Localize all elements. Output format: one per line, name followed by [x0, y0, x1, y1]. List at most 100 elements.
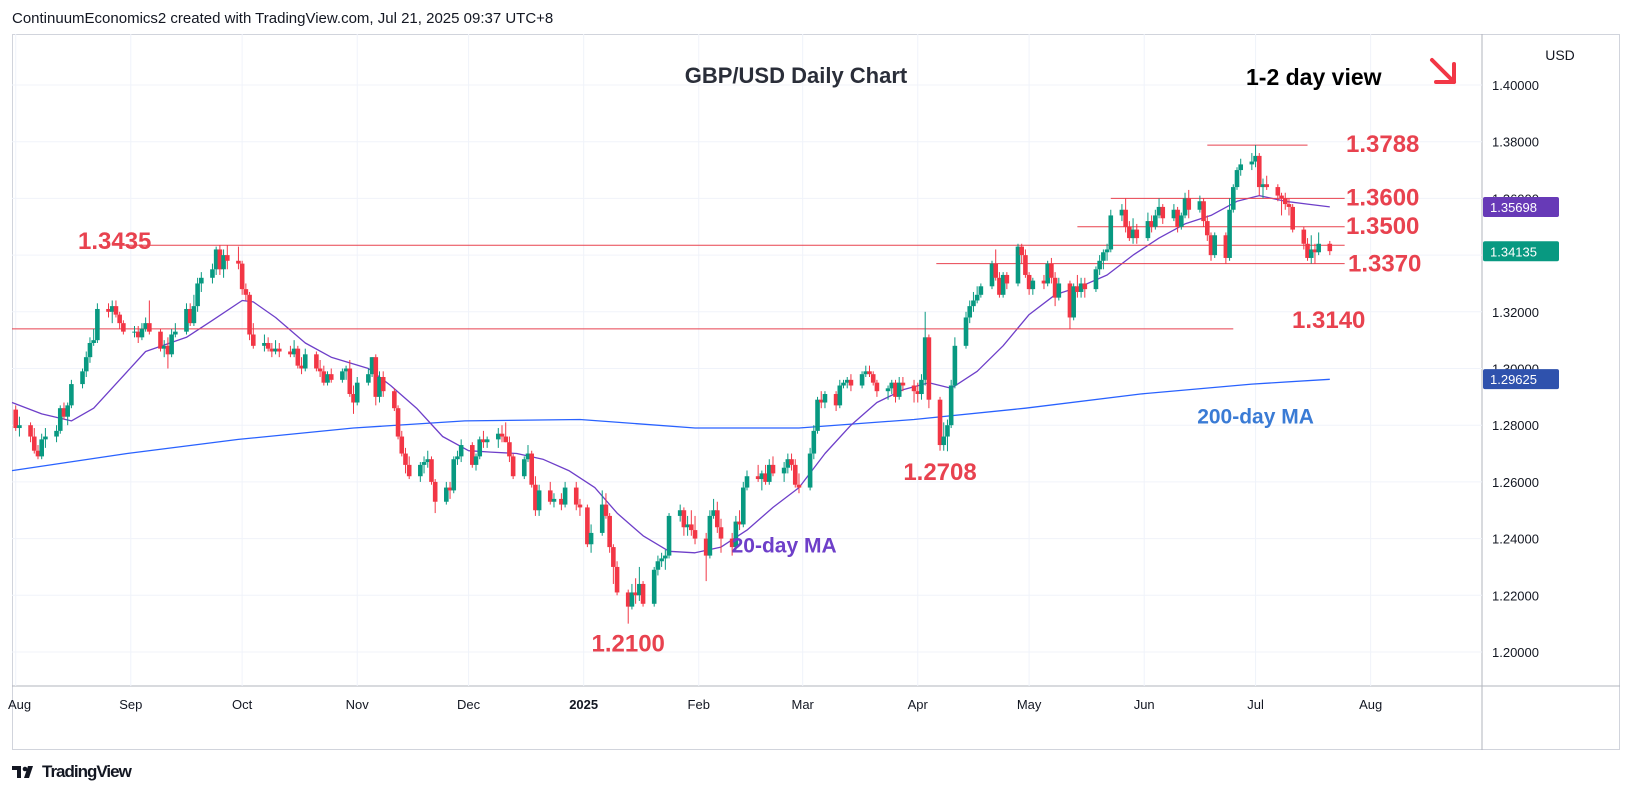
candle-body: [781, 467, 787, 474]
candle-body: [529, 453, 534, 485]
ma20-line: [11, 194, 1330, 554]
candle: [269, 342, 275, 358]
candle-body: [818, 399, 824, 403]
candle-body: [455, 456, 460, 460]
candle-body: [276, 348, 282, 352]
candles: [13, 145, 1333, 624]
candle-body: [547, 490, 553, 502]
time-tick-label: Jul: [1247, 697, 1264, 712]
candle: [844, 377, 850, 389]
candle: [510, 453, 516, 480]
candle: [1108, 209, 1114, 253]
candle: [1119, 204, 1125, 222]
candle: [614, 561, 620, 596]
candle-body: [633, 592, 638, 596]
candle-body: [35, 450, 41, 457]
candle-body: [1134, 229, 1140, 239]
chart-subtitle: 1-2 day view: [1246, 64, 1382, 90]
candle-body: [707, 515, 713, 556]
candle: [299, 357, 304, 375]
candle-body: [1253, 155, 1258, 162]
candle-body: [792, 464, 798, 485]
candle: [499, 425, 505, 443]
candle-body: [1004, 274, 1010, 284]
candle: [429, 456, 434, 485]
candle-body: [481, 439, 486, 443]
candle: [885, 385, 891, 400]
candle: [432, 479, 438, 514]
candle: [900, 377, 906, 392]
candle: [1123, 198, 1128, 233]
candle: [221, 249, 226, 278]
candle-body: [247, 294, 252, 335]
candle-body: [837, 385, 843, 406]
candle-body: [1205, 221, 1210, 236]
candle-body: [1208, 235, 1214, 256]
candle: [1045, 260, 1050, 287]
candle-body: [380, 377, 386, 392]
candle-body: [893, 382, 898, 397]
price-tick-label: 1.22000: [1492, 588, 1539, 603]
candle-body: [841, 382, 846, 386]
candle-body: [796, 484, 802, 488]
candle: [952, 337, 958, 389]
candle-body: [447, 487, 453, 491]
candle: [158, 328, 163, 352]
candle-body: [759, 473, 765, 480]
candle-body: [577, 504, 583, 508]
candle-body: [451, 459, 457, 491]
candle-body: [87, 342, 93, 358]
candle-body: [848, 379, 854, 386]
tradingview-brand[interactable]: TradingView: [42, 762, 132, 781]
time-tick-label: Aug: [1359, 697, 1382, 712]
candle: [536, 484, 542, 516]
time-axis[interactable]: Aug Sep Oct Nov Dec 2025 Feb Mar Apr May Jun Jul Aug: [8, 697, 1382, 712]
candle-body: [874, 382, 880, 392]
candle-body: [666, 515, 672, 556]
candle-body: [870, 374, 876, 383]
chart-title: GBP/USD Daily Chart: [685, 63, 908, 88]
candle-body: [993, 263, 999, 278]
candle: [61, 402, 67, 420]
candle-body: [113, 306, 119, 315]
candle: [870, 371, 876, 386]
candle: [351, 385, 356, 414]
candle: [484, 436, 490, 448]
candle-body: [69, 384, 74, 406]
candle-body: [588, 532, 594, 545]
candle-body: [1256, 155, 1262, 188]
candle-body: [117, 314, 122, 324]
candle: [796, 473, 802, 494]
candle: [317, 360, 323, 378]
candle: [599, 490, 605, 536]
candle-body: [607, 515, 612, 548]
candle: [941, 422, 947, 451]
candle: [525, 445, 531, 463]
candle-body: [863, 371, 869, 375]
candle-body: [1078, 283, 1084, 292]
candle-body: [889, 382, 895, 389]
time-tick-label: Feb: [688, 697, 710, 712]
candle-body: [1282, 198, 1288, 205]
candle: [403, 447, 408, 474]
candle: [711, 498, 716, 519]
price-axis[interactable]: 1.400001.380001.360001.340001.320001.300…: [1492, 78, 1539, 660]
candle-body: [1186, 198, 1192, 210]
candle-body: [83, 357, 89, 372]
candle-body: [766, 464, 772, 482]
candle-body: [343, 368, 349, 372]
candle-body: [91, 340, 96, 343]
candle: [109, 300, 115, 324]
candle-body: [611, 547, 616, 567]
candle-body: [432, 481, 438, 502]
candle: [755, 464, 761, 482]
candle: [343, 365, 349, 380]
candle: [818, 391, 824, 409]
candle: [1075, 274, 1080, 298]
candle-body: [173, 331, 178, 335]
candle-body: [377, 377, 382, 397]
footer: TradingView: [12, 762, 132, 782]
candle: [926, 334, 932, 409]
candle: [703, 532, 709, 582]
